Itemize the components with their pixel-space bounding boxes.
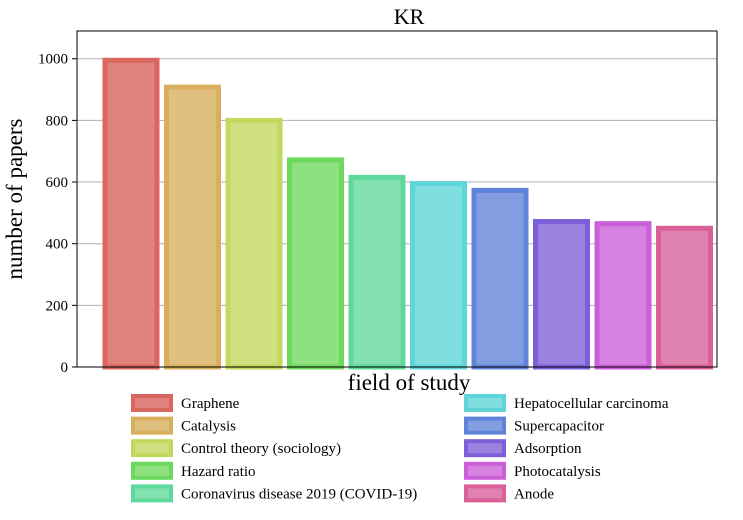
plot-frame [76, 30, 718, 368]
legend-swatch [131, 461, 173, 480]
legend-swatch [464, 461, 506, 480]
legend-label: Hazard ratio [181, 464, 256, 480]
y-tick-label: 400 [46, 237, 69, 253]
y-ticks: 0 200 400 600 800 1000 [38, 52, 77, 376]
legend-label: Graphene [181, 396, 240, 412]
legend-swatch [131, 416, 173, 435]
legend-label: Supercapacitor [514, 419, 604, 435]
bars [102, 57, 713, 370]
legend-label: Hepatocellular carcinoma [514, 396, 669, 412]
chart-title: KR [394, 4, 425, 29]
x-axis-label: field of study [348, 370, 471, 395]
legend-label: Photocatalysis [514, 464, 601, 480]
legend-swatch [464, 416, 506, 435]
legend-label: Anode [514, 486, 554, 502]
legend-label: Catalysis [181, 419, 236, 435]
legend-swatch [131, 484, 173, 503]
legend-label: Coronavirus disease 2019 (COVID-19) [181, 486, 417, 502]
y-tick-label: 600 [46, 175, 69, 191]
bar-coronavirus-disease-2019-covid-19 [348, 174, 406, 370]
y-tick-label: 200 [46, 298, 69, 314]
bar-control-theory-sociology [225, 117, 283, 370]
legend-swatch [464, 394, 506, 412]
legend-swatch [131, 439, 173, 458]
y-tick-label: 800 [46, 113, 69, 129]
bar-photocatalysis [594, 221, 652, 370]
y-tick-label: 1000 [38, 52, 68, 68]
bar-anode [656, 225, 713, 370]
y-axis-label: number of papers [2, 118, 27, 279]
bar-supercapacitor [471, 187, 529, 370]
legend-swatch [464, 484, 506, 503]
legend: Graphene Catalysis Control theory (sociolo… [131, 394, 669, 503]
y-tick-label: 0 [61, 360, 69, 376]
bar-hepatocellular-carcinoma [410, 181, 467, 370]
bar-hazard-ratio [287, 157, 344, 370]
legend-label: Control theory (sociology) [181, 441, 341, 457]
legend-swatch [464, 439, 506, 458]
bar-catalysis [164, 84, 221, 370]
bar-graphene [102, 57, 160, 370]
legend-label: Adsorption [514, 441, 582, 457]
legend-swatch [131, 394, 173, 412]
bar-adsorption [533, 219, 590, 370]
